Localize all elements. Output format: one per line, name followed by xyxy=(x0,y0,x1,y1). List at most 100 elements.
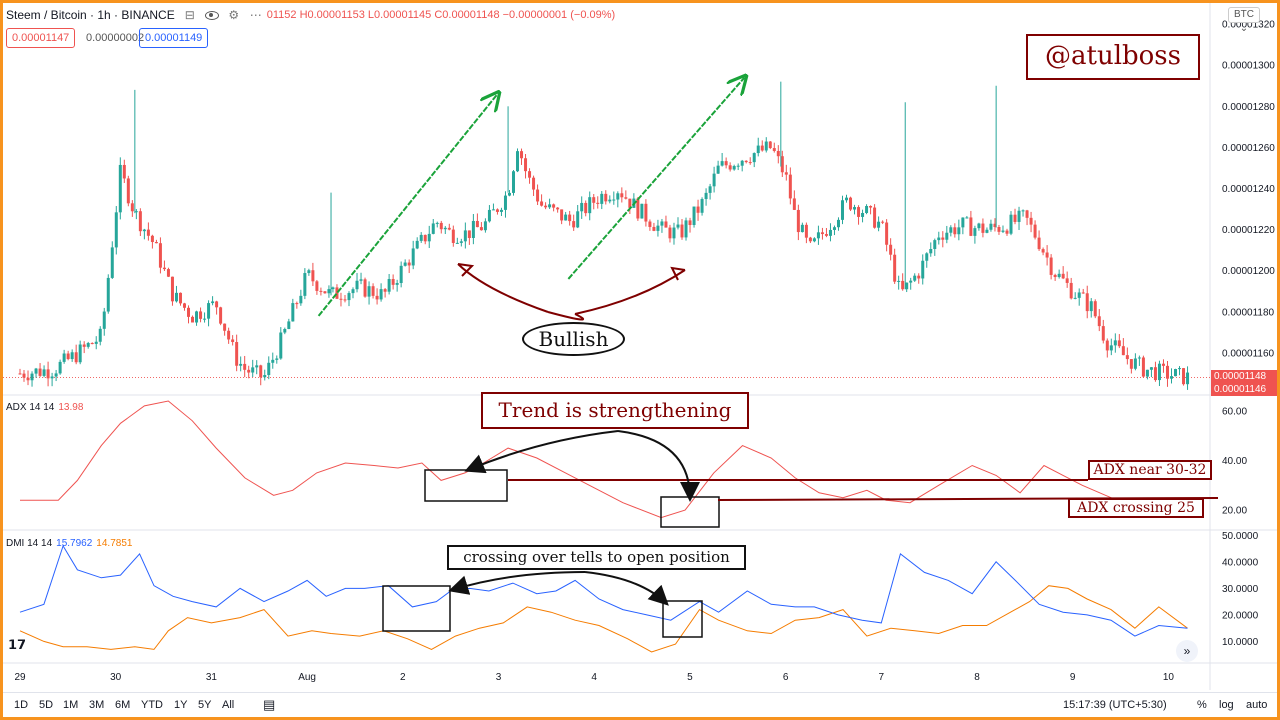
symbol-title[interactable]: Steem / Bitcoin · 1h · BINANCE xyxy=(6,8,175,22)
candle-body xyxy=(668,227,672,239)
candle-body xyxy=(524,158,528,172)
candle-body xyxy=(347,293,351,301)
range-1d[interactable]: 1D xyxy=(14,699,29,711)
candle-body xyxy=(812,238,816,242)
candle-body xyxy=(792,198,796,210)
candle-body xyxy=(283,328,287,333)
trend-arrow-left xyxy=(464,430,619,474)
candle-body xyxy=(1089,301,1093,312)
candle-body xyxy=(877,221,881,228)
candle-body xyxy=(154,242,158,244)
candle-body xyxy=(1069,282,1073,299)
adx-axis-tick: 20.00 xyxy=(1222,506,1247,517)
candle-body xyxy=(648,221,652,227)
range-1m[interactable]: 1M xyxy=(63,699,79,711)
percent-toggle[interactable]: % xyxy=(1197,699,1207,711)
candle-body xyxy=(1037,237,1041,250)
candle-body xyxy=(780,156,784,173)
currency-select[interactable]: BTC ⌄ xyxy=(1228,7,1260,34)
candle-body xyxy=(439,222,443,230)
candle-body xyxy=(34,368,38,374)
candle-body xyxy=(343,299,347,301)
candle-body xyxy=(1041,249,1045,253)
candle-body xyxy=(1161,363,1165,366)
dmi-crossover-box xyxy=(662,600,703,638)
range-5d[interactable]: 5D xyxy=(39,699,54,711)
log-toggle[interactable]: log xyxy=(1219,699,1234,711)
adx-crossing-annotation: ADX crossing 25 xyxy=(1068,498,1204,518)
candle-body xyxy=(150,235,154,243)
candle-body xyxy=(1029,217,1033,225)
di-plus-line xyxy=(19,544,1188,637)
candle-body xyxy=(620,193,624,198)
candle-body xyxy=(479,227,483,231)
scroll-right-button[interactable]: » xyxy=(1176,640,1198,662)
candle-body xyxy=(455,242,459,244)
candle-body xyxy=(905,282,909,290)
candle-body xyxy=(824,234,828,236)
range-ytd[interactable]: YTD xyxy=(141,699,163,711)
candle-body xyxy=(680,224,684,238)
candle-body xyxy=(704,192,708,200)
candle-body xyxy=(199,311,203,319)
range-3m[interactable]: 3M xyxy=(89,699,105,711)
spread-value: 0.00000002 xyxy=(86,32,145,44)
settings-gear-icon[interactable]: ⚙ xyxy=(228,8,240,22)
candle-body xyxy=(399,265,403,284)
candle-body xyxy=(495,209,499,212)
adx-axis-tick: 60.00 xyxy=(1222,406,1247,417)
candle-body xyxy=(672,227,676,239)
trend-arrow xyxy=(567,78,744,280)
candle-body xyxy=(576,211,580,228)
trend-strengthening-annotation: Trend is strengthening xyxy=(481,392,749,429)
range-1y[interactable]: 1Y xyxy=(174,699,188,711)
candle-body xyxy=(708,186,712,193)
candle-body xyxy=(102,311,106,329)
auto-toggle[interactable]: auto xyxy=(1246,699,1268,711)
candle-body xyxy=(231,339,235,343)
bid-price-box[interactable]: 0.00001147 xyxy=(6,28,76,48)
range-6m[interactable]: 6M xyxy=(115,699,131,711)
candle-body xyxy=(42,369,46,376)
candle-body xyxy=(772,148,776,151)
adx-legend[interactable]: ADX 14 14 13.98 xyxy=(6,402,83,413)
range-all[interactable]: All xyxy=(222,699,235,711)
candle-body xyxy=(949,227,953,233)
tradingview-logo[interactable]: 𝟭𝟳 xyxy=(8,637,27,652)
candle-body xyxy=(572,221,576,228)
crossing-arrow-left xyxy=(448,571,586,595)
candle-body xyxy=(295,303,299,305)
candle-body xyxy=(178,292,182,304)
candle-body xyxy=(1005,230,1009,234)
candle-body xyxy=(331,287,335,290)
dmi-legend[interactable]: DMI 14 14 15.7962 14.7851 xyxy=(6,538,132,549)
collapse-icon[interactable]: ⊟ xyxy=(184,8,195,22)
adx-current-value: 13.98 xyxy=(58,402,84,413)
candle-body xyxy=(1009,214,1013,234)
candle-body xyxy=(1174,369,1178,377)
candle-body xyxy=(315,281,319,291)
candle-body xyxy=(917,275,921,279)
candle-body xyxy=(568,214,572,222)
candle-body xyxy=(941,237,945,240)
ask-price-box[interactable]: 0.00001149 xyxy=(139,28,209,48)
visibility-eye-icon[interactable] xyxy=(204,10,219,20)
range-5y[interactable]: 5Y xyxy=(198,699,212,711)
clock-time[interactable]: 15:17:39 (UTC+5:30) xyxy=(1063,699,1167,711)
date-range-calendar-icon[interactable]: ▤ xyxy=(263,697,276,712)
more-dots-icon[interactable]: ⋯ xyxy=(249,8,262,22)
candle-body xyxy=(1093,301,1097,317)
candle-body xyxy=(1077,292,1081,298)
candle-body xyxy=(363,279,367,297)
candle-body xyxy=(760,145,764,151)
candle-body xyxy=(82,344,86,347)
chart-header: Steem / Bitcoin · 1h · BINANCE ⊟ ⚙ ⋯ 011… xyxy=(6,6,615,24)
candle-body xyxy=(191,316,195,323)
candle-body xyxy=(335,287,339,299)
candle-body xyxy=(174,292,178,302)
candle-body xyxy=(471,220,475,238)
candle-body xyxy=(126,178,130,204)
candle-body xyxy=(411,248,415,266)
candle-body xyxy=(259,365,263,378)
